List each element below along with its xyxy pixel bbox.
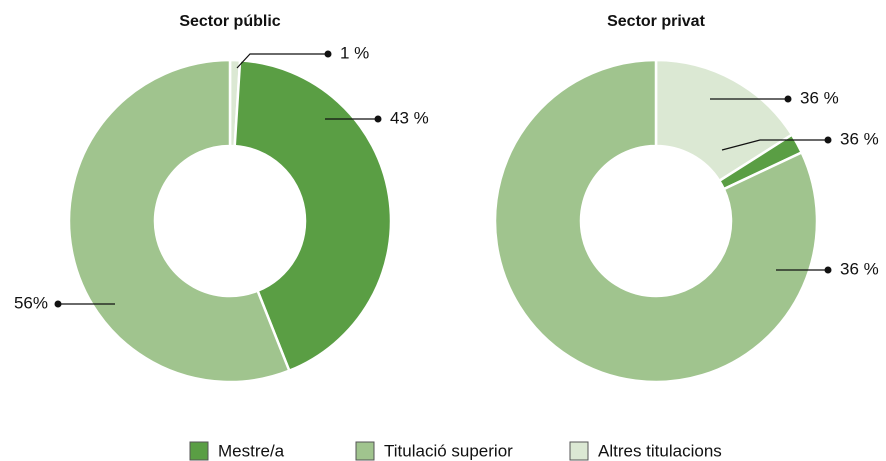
data-label: 43 % bbox=[390, 108, 429, 127]
chart-title: Sector públic bbox=[179, 13, 280, 30]
leader-dot bbox=[824, 266, 832, 274]
legend-swatch bbox=[569, 441, 589, 461]
slice bbox=[493, 58, 819, 384]
leader-dot bbox=[784, 95, 792, 103]
annotation: 36 % bbox=[840, 129, 879, 148]
slice bbox=[67, 58, 291, 384]
slice bbox=[233, 58, 393, 373]
data-label: 56% bbox=[14, 293, 48, 312]
data-label: 1 % bbox=[340, 43, 369, 62]
leader-line bbox=[236, 53, 328, 69]
legend-swatch bbox=[355, 441, 375, 461]
leader-line bbox=[721, 139, 828, 151]
legend-label: Altres titulacions bbox=[598, 441, 722, 460]
leader-dot bbox=[824, 136, 832, 144]
chart-title: Sector privat bbox=[607, 13, 705, 30]
slice bbox=[654, 58, 794, 183]
leader-dot bbox=[374, 115, 382, 123]
annotation: 36 % bbox=[840, 259, 879, 278]
leader-dot bbox=[324, 50, 332, 58]
legend-label: Mestre/a bbox=[218, 441, 285, 460]
leader-dot bbox=[54, 300, 62, 308]
annotation: 36 % bbox=[800, 88, 839, 107]
legend-swatch bbox=[189, 441, 209, 461]
legend-label: Titulació superior bbox=[384, 441, 513, 460]
